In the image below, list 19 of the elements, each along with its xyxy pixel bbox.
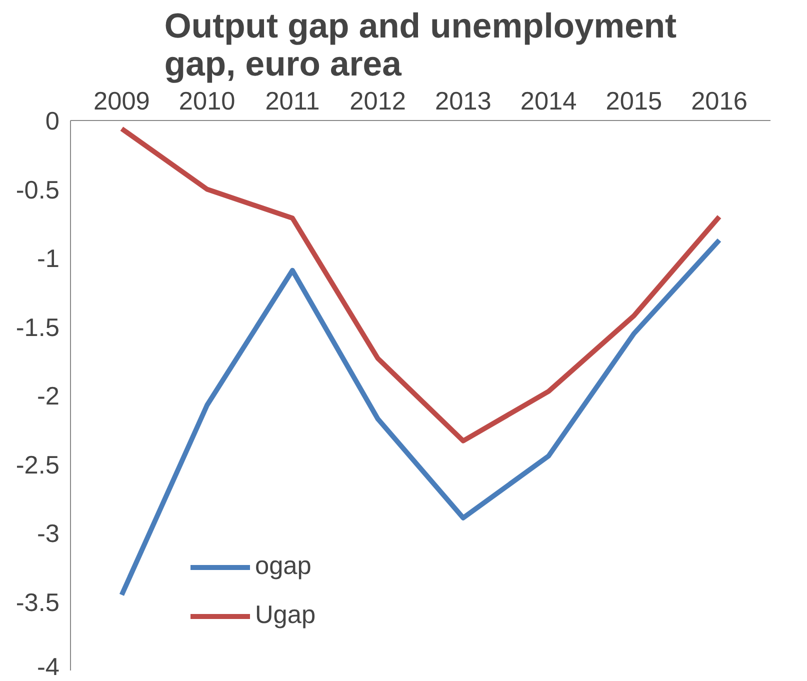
y-tick-label: -1	[36, 245, 60, 273]
x-tick-label: 2010	[178, 88, 236, 116]
x-tick-label: 2011	[265, 88, 320, 116]
x-tick-label: 2009	[94, 88, 150, 116]
x-tick-label: 2014	[520, 88, 577, 116]
y-tick-label: -2.5	[16, 451, 60, 480]
legend-label: ogap	[255, 552, 312, 581]
y-tick-label: -1.5	[16, 314, 60, 342]
legend-label: Ugap	[255, 601, 316, 630]
y-tick-label: -2	[36, 382, 60, 410]
x-tick-label: 2013	[435, 88, 492, 116]
y-tick-label: -3	[36, 520, 60, 548]
x-tick-label: 2016	[691, 88, 748, 116]
y-tick-label: -3.5	[16, 588, 60, 617]
x-tick-label: 2015	[606, 88, 662, 116]
y-tick-label: 0	[45, 108, 60, 136]
y-tick-label: -0.5	[16, 176, 60, 204]
chart-title: Output gap and unemployment gap, euro area	[164, 8, 678, 84]
x-tick-label: 2012	[350, 88, 406, 116]
